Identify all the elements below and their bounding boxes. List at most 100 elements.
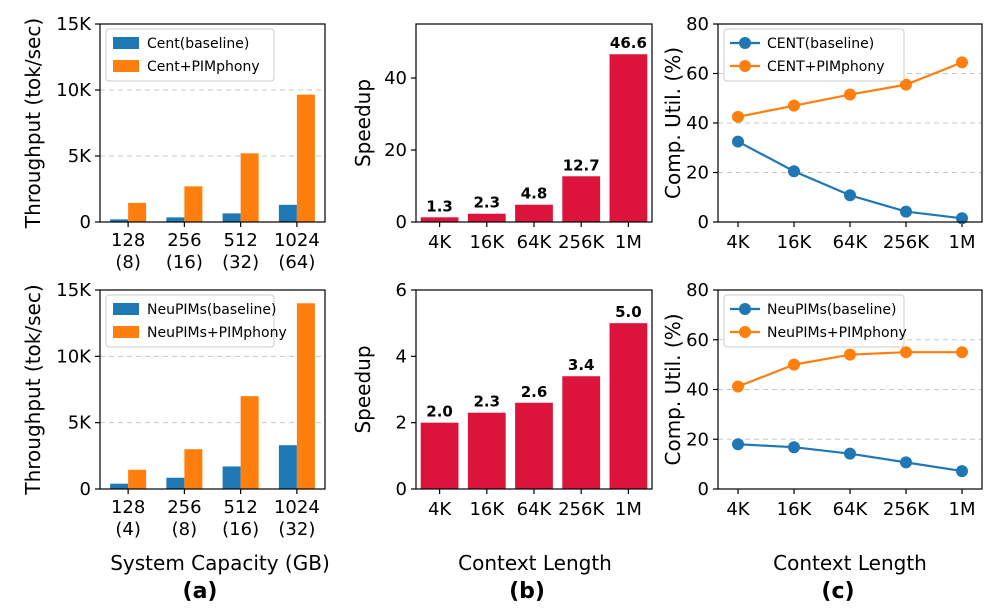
bar: [278, 204, 297, 222]
panel-label-b: (b): [509, 579, 545, 604]
x-tick-label: 256K: [883, 232, 930, 253]
y-axis-label: Speedup: [351, 79, 375, 167]
x-tick-label: (16): [166, 252, 203, 273]
legend-marker: [739, 326, 751, 338]
data-label: 4.8: [521, 185, 548, 203]
y-tick-label: 20: [686, 429, 709, 450]
bar: [515, 402, 553, 489]
bar: [240, 153, 259, 222]
axes-frame: [717, 23, 983, 223]
bar: [562, 176, 601, 222]
x-tick-label: (8): [172, 519, 198, 540]
data-point: [788, 358, 800, 371]
x-tick-label: 256K: [558, 499, 605, 520]
x-tick-label: 128: [111, 230, 145, 251]
x-tick-label: 1M: [949, 499, 976, 520]
data-label: 2.3: [474, 393, 501, 411]
x-tick-label: 128: [111, 497, 145, 518]
x-tick-label: 256: [167, 230, 201, 251]
x-tick-label: 256: [167, 497, 201, 518]
bar: [222, 466, 241, 489]
y-tick-label: 15K: [56, 14, 92, 35]
bar: [296, 303, 315, 489]
x-tick-label: 1024: [274, 497, 320, 518]
x-tick-label: 1024: [274, 230, 320, 251]
x-tick-label: (8): [115, 252, 141, 273]
x-tick-label: (64): [278, 252, 315, 273]
legend-box: [105, 28, 275, 82]
x-tick-label: 64K: [833, 499, 869, 520]
x-tick-label: 4K: [428, 232, 452, 253]
x-axis-title-b: Context Length: [458, 551, 612, 575]
y-tick-label: 80: [686, 14, 709, 35]
data-point: [956, 212, 968, 225]
chart-a-bottom: 0 5K 10K 15K Throughput (tok/sec) 128(4) 256(8…: [21, 280, 326, 540]
y-tick-label: 80: [686, 280, 709, 301]
x-tick-label: 4K: [726, 499, 750, 520]
y-tick-label: 0: [80, 212, 91, 233]
bar: [222, 213, 241, 222]
axes-frame: [415, 23, 653, 223]
legend-swatch: [113, 37, 139, 49]
x-tick-label: 16K: [469, 499, 505, 520]
bar: [420, 422, 459, 489]
legend-marker: [739, 303, 751, 315]
legend-label: CENT(baseline): [767, 36, 874, 52]
data-point: [732, 110, 744, 123]
panel-label-c: (c): [821, 579, 854, 604]
bar: [128, 202, 147, 222]
x-tick-label: 64K: [833, 232, 869, 253]
bar: [562, 376, 601, 489]
legend-label: CENT+PIMphony: [767, 59, 885, 75]
y-tick-label: 0: [396, 212, 407, 233]
data-point: [732, 438, 744, 451]
axes-frame: [99, 23, 326, 223]
axes-frame: [717, 289, 983, 490]
legend-swatch: [113, 326, 139, 338]
bar: [467, 213, 506, 222]
x-tick-label: 64K: [517, 232, 553, 253]
legend-label: NeuPIMs+PIMphony: [147, 325, 287, 341]
legend: CENT(baseline) CENT+PIMphony: [723, 28, 905, 82]
y-tick-label: 10K: [56, 346, 92, 367]
data-label: 3.4: [568, 356, 595, 374]
chart-b-top: 0 20 40 Speedup 1.3 4K 2.3 16K 4.8 64K 12.7 256K 46.…: [351, 23, 653, 253]
x-axis-title-a: System Capacity (GB): [110, 551, 330, 575]
y-axis-label: Throughput (tok/sec): [21, 18, 45, 229]
bar: [609, 323, 648, 489]
y-tick-label: 10K: [56, 80, 92, 101]
data-label: 46.6: [610, 34, 647, 52]
data-label: 2.0: [426, 403, 453, 421]
x-axis-title-c: Context Length: [773, 551, 927, 575]
y-tick-label: 15K: [56, 280, 92, 301]
data-point: [956, 346, 968, 359]
axes-frame: [415, 289, 653, 490]
x-tick-label: 256K: [883, 499, 930, 520]
legend-label: NeuPIMs(baseline): [147, 302, 276, 318]
y-tick-label: 60: [686, 64, 709, 85]
legend-label: Cent+PIMphony: [147, 59, 260, 75]
x-tick-label: 4K: [428, 499, 452, 520]
bar: [467, 412, 506, 489]
x-tick-label: (32): [222, 252, 259, 273]
bar: [166, 477, 185, 489]
data-point: [788, 99, 800, 112]
x-tick-label: 256K: [558, 232, 605, 253]
y-tick-label: 2: [396, 413, 407, 434]
legend: Cent(baseline) Cent+PIMphony: [105, 28, 275, 82]
legend: NeuPIMs(baseline) NeuPIMs+PIMphony: [723, 294, 907, 348]
y-tick-label: 4: [396, 346, 407, 367]
data-point: [732, 135, 744, 148]
data-point: [844, 348, 856, 361]
data-point: [844, 447, 856, 460]
data-point: [900, 456, 912, 469]
legend-marker: [739, 37, 751, 49]
x-tick-label: 16K: [777, 232, 813, 253]
x-tick-label: 4K: [726, 232, 750, 253]
y-tick-label: 0: [396, 479, 407, 500]
legend-label: NeuPIMs(baseline): [767, 302, 896, 318]
x-tick-label: 1M: [615, 232, 642, 253]
